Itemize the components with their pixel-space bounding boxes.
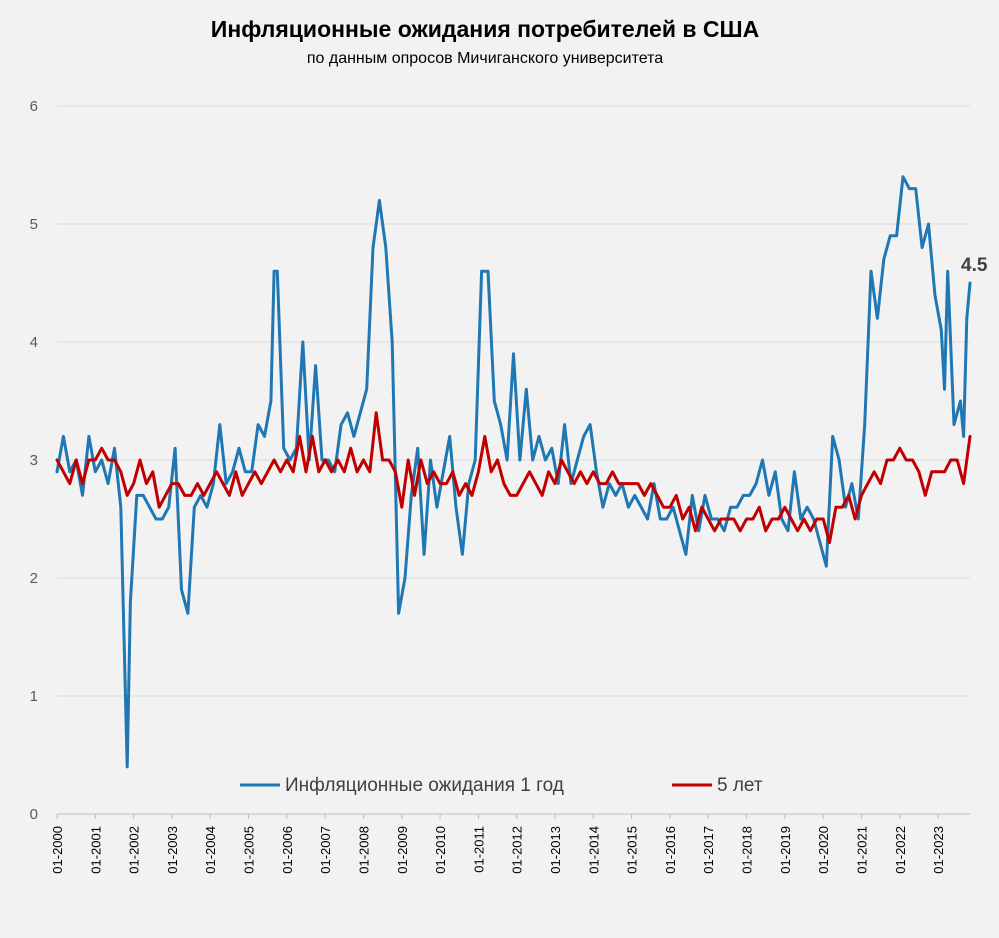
- series-line-five-year: [55, 411, 972, 545]
- x-tick-label: 01-2016: [663, 826, 678, 874]
- x-tick-label: 01-2000: [50, 826, 65, 874]
- x-tick-label: 01-2002: [127, 826, 142, 874]
- x-tick-label: 01-2019: [778, 826, 793, 874]
- x-tick-label: 01-2003: [165, 826, 180, 874]
- y-tick-label: 6: [30, 98, 38, 115]
- x-tick-label: 01-2023: [931, 826, 946, 874]
- x-tick-label: 01-2008: [356, 826, 371, 874]
- x-axis: 01-2000 01-2001 01-2002 01-2003 01-2004 01-20…: [50, 814, 946, 874]
- y-axis: 0 1 2 3 4 5 6: [30, 98, 38, 823]
- x-tick-label: 01-2001: [88, 826, 103, 874]
- y-tick-label: 5: [30, 216, 38, 233]
- y-tick-label: 3: [30, 452, 38, 469]
- x-tick-label: 01-2006: [280, 826, 295, 874]
- x-tick-label: 01-2020: [816, 826, 831, 874]
- y-tick-label: 4: [30, 334, 38, 351]
- plot-area: [55, 175, 972, 769]
- y-tick-label: 2: [30, 570, 38, 587]
- chart-subtitle: по данным опросов Мичиганского университ…: [307, 50, 663, 67]
- x-tick-label: 01-2004: [203, 826, 218, 874]
- last-value-label: 4.5: [961, 255, 988, 276]
- x-tick-label: 01-2012: [510, 826, 525, 874]
- x-tick-label: 01-2015: [625, 826, 640, 874]
- legend-label-one-year: Инфляционные ожидания 1 год: [285, 775, 564, 796]
- series-line-one-year: [55, 175, 972, 769]
- chart-title: Инфляционные ожидания потребителей в США: [211, 16, 759, 42]
- x-tick-label: 01-2014: [586, 826, 601, 874]
- y-tick-label: 1: [30, 688, 38, 705]
- x-tick-label: 01-2018: [740, 826, 755, 874]
- x-tick-label: 01-2010: [433, 826, 448, 874]
- x-tick-label: 01-2009: [395, 826, 410, 874]
- x-tick-label: 01-2022: [893, 826, 908, 874]
- x-tick-label: 01-2007: [318, 826, 333, 874]
- x-tick-label: 01-2005: [242, 826, 257, 874]
- legend: Инфляционные ожидания 1 год 5 лет: [240, 775, 763, 796]
- x-tick-label: 01-2011: [471, 826, 486, 873]
- x-tick-label: 01-2021: [854, 826, 869, 874]
- y-tick-label: 0: [30, 806, 38, 823]
- x-tick-label: 01-2013: [548, 826, 563, 874]
- x-tick-label: 01-2017: [701, 826, 716, 874]
- legend-label-five-year: 5 лет: [717, 775, 763, 796]
- grid: [57, 105, 970, 815]
